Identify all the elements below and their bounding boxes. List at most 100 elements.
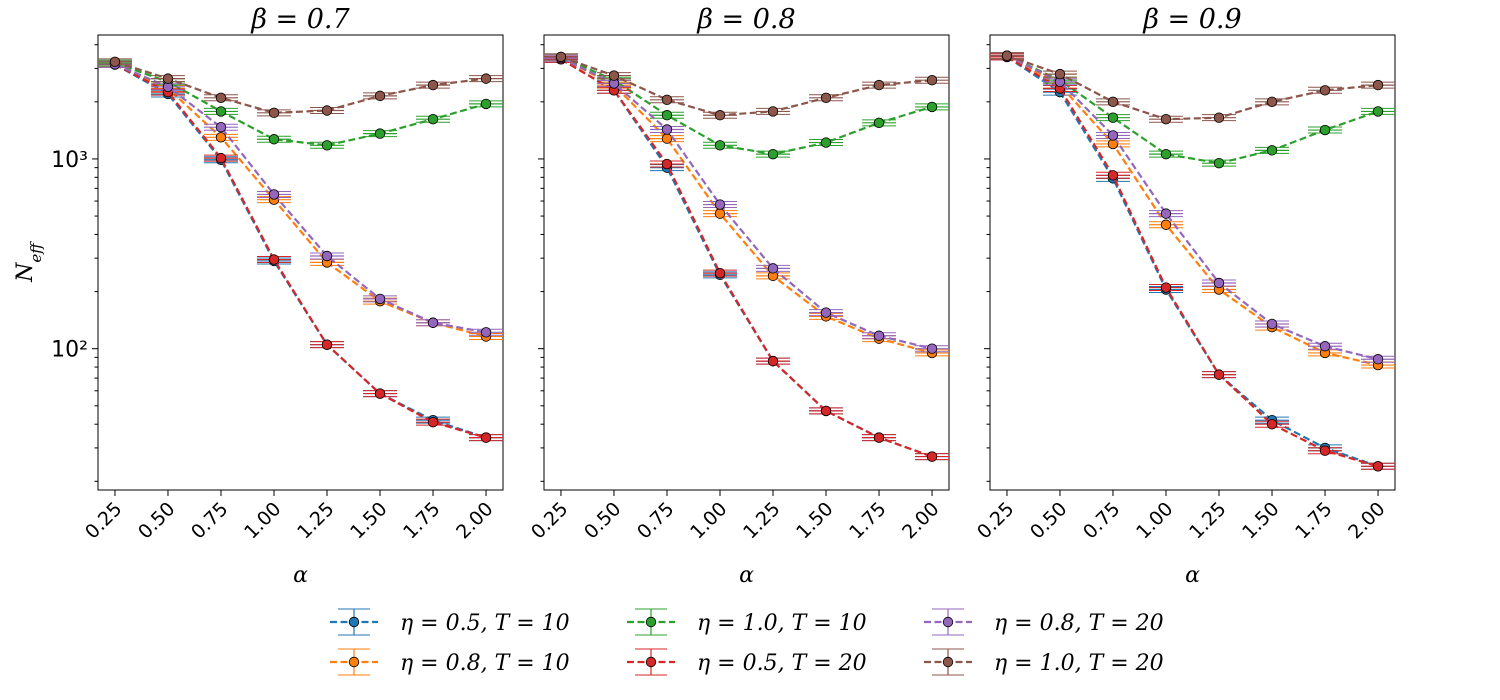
x-axis-label: α [1185,563,1200,588]
x-tick-label: 1.50 [792,498,837,543]
legend-marker [348,656,360,668]
x-tick-label: 0.25 [973,498,1018,543]
data-point [767,106,779,117]
data-point [873,79,885,91]
data-point [480,73,492,84]
data-point [321,140,333,151]
x-tick-label: 1.25 [1185,498,1230,543]
data-point [1160,282,1172,293]
series-4 [989,51,1396,472]
data-point [109,56,121,68]
series-1 [543,54,950,462]
data-point [162,73,174,84]
data-point [926,343,938,354]
data-point [1372,79,1384,91]
data-point [714,140,726,151]
data-point [926,101,938,113]
data-point [480,327,492,338]
x-tick-label: 1.00 [686,498,731,543]
series-2 [97,59,504,342]
data-point [268,254,280,265]
x-tick-label: 1.50 [1238,498,1283,543]
x-tick-label: 2.00 [452,498,497,543]
data-point [215,106,227,117]
data-point [767,148,779,160]
x-tick-label: 1.25 [739,498,784,543]
data-point [820,405,832,417]
data-point [427,79,439,91]
series-line [560,58,933,458]
x-tick-label: 1.75 [1291,498,1336,543]
x-tick-label: 0.25 [81,498,126,543]
data-point [1372,461,1384,472]
data-point [1319,445,1331,456]
data-point [1266,96,1278,108]
data-point [1107,112,1119,123]
series-line [1006,54,1379,165]
chart-panel-2: β = 0.8 0.25 0.50 0.75 1.00 1.25 1.50 1.75 2.00 α [527,4,950,588]
data-point [873,330,885,341]
x-tick-label: 0.50 [1026,498,1071,543]
data-point [926,75,938,86]
legend-label: η = 1.0, T = 20 [994,651,1164,676]
series-line [1006,54,1379,361]
x-tick-label: 0.50 [134,498,179,543]
data-point [1372,106,1384,117]
data-point [873,117,885,129]
legend-entry-2: η = 0.8, T = 10 [330,648,570,676]
legend-label: η = 0.5, T = 10 [400,611,570,636]
data-point [767,355,779,367]
x-tick-label: 1.75 [845,498,890,543]
series-2 [989,50,1396,371]
series-3 [97,57,504,151]
data-point [1160,113,1172,125]
data-point [714,267,726,279]
data-point [427,113,439,125]
panel-title: β = 0.9 [1142,4,1241,35]
legend-marker [645,616,657,628]
x-tick-label: 0.50 [580,498,625,543]
series-line [114,63,487,338]
data-point [555,51,567,63]
x-tick-label: 2.00 [1344,498,1389,543]
series-2 [543,52,950,359]
data-point [321,105,333,116]
data-point [215,92,227,104]
chart-panel-3: β = 0.9 0.25 0.50 0.75 1.00 1.25 1.50 1.75 2.00 α [973,4,1396,588]
data-point [268,107,280,119]
data-point [661,158,673,170]
data-point [427,317,439,328]
data-point [374,388,386,399]
x-tick-label: 1.75 [399,498,444,543]
data-point [1160,219,1172,230]
legend: η = 0.5, T = 10 η = 0.8, T = 10 η = 1.0, T… [330,608,1164,676]
data-point [321,339,333,350]
plot-frame [97,34,504,491]
series-5 [543,52,950,354]
series-4 [543,54,950,462]
panel-title: β = 0.7 [250,4,350,35]
data-point [1160,148,1172,160]
data-point [215,152,227,164]
data-point [374,293,386,305]
data-point [820,137,832,148]
data-point [714,110,726,121]
x-axis-label: α [293,563,308,588]
series-line [560,55,933,117]
data-point [1213,369,1225,380]
x-tick-label: 1.00 [240,498,285,543]
series-line [1006,55,1379,468]
data-point [480,98,492,110]
data-point [1213,112,1225,123]
series-line [114,63,487,334]
series-5 [989,50,1396,365]
legend-entry-5: η = 0.8, T = 20 [924,608,1164,636]
series-3 [543,51,950,160]
legend-marker [645,656,657,668]
x-tick-label: 2.00 [898,498,943,543]
data-point [1319,341,1331,352]
data-point [321,250,333,262]
series-6 [989,50,1396,125]
chart-panels: β = 0.70.25 0.50 0.75 1.00 1.25 1.50 1.75 2.001… [13,4,1396,588]
